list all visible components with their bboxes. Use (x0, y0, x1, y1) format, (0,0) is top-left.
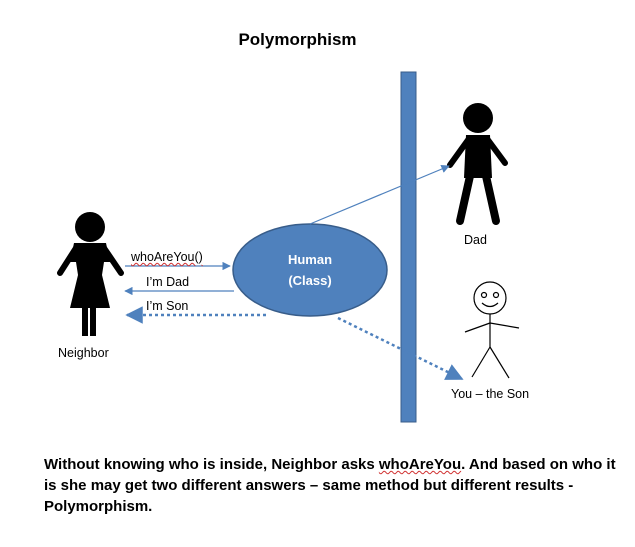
arrow-to-dad (309, 165, 450, 225)
diagram-title: Polymorphism (238, 30, 357, 49)
neighbor-figure (57, 212, 124, 336)
message-reply-son: I’m Son (146, 299, 189, 313)
class-line1: Human (288, 252, 332, 267)
message-whoareyou: whoAreYou() (131, 250, 203, 264)
son-figure (464, 281, 520, 379)
arrow-to-son (337, 316, 464, 381)
label-son: You – the Son (451, 387, 530, 401)
message-reply-dad: I’m Dad (146, 275, 190, 289)
wall (400, 71, 417, 423)
caption-method: whoAreYou (378, 456, 462, 473)
label-dad: Dad (464, 233, 487, 247)
dad-figure (447, 103, 508, 225)
class-line2: (Class) (288, 273, 331, 288)
label-neighbor: Neighbor (58, 346, 109, 360)
caption: Without knowing who is inside, Neighbor … (44, 456, 616, 515)
human-class-ellipse (232, 223, 388, 317)
